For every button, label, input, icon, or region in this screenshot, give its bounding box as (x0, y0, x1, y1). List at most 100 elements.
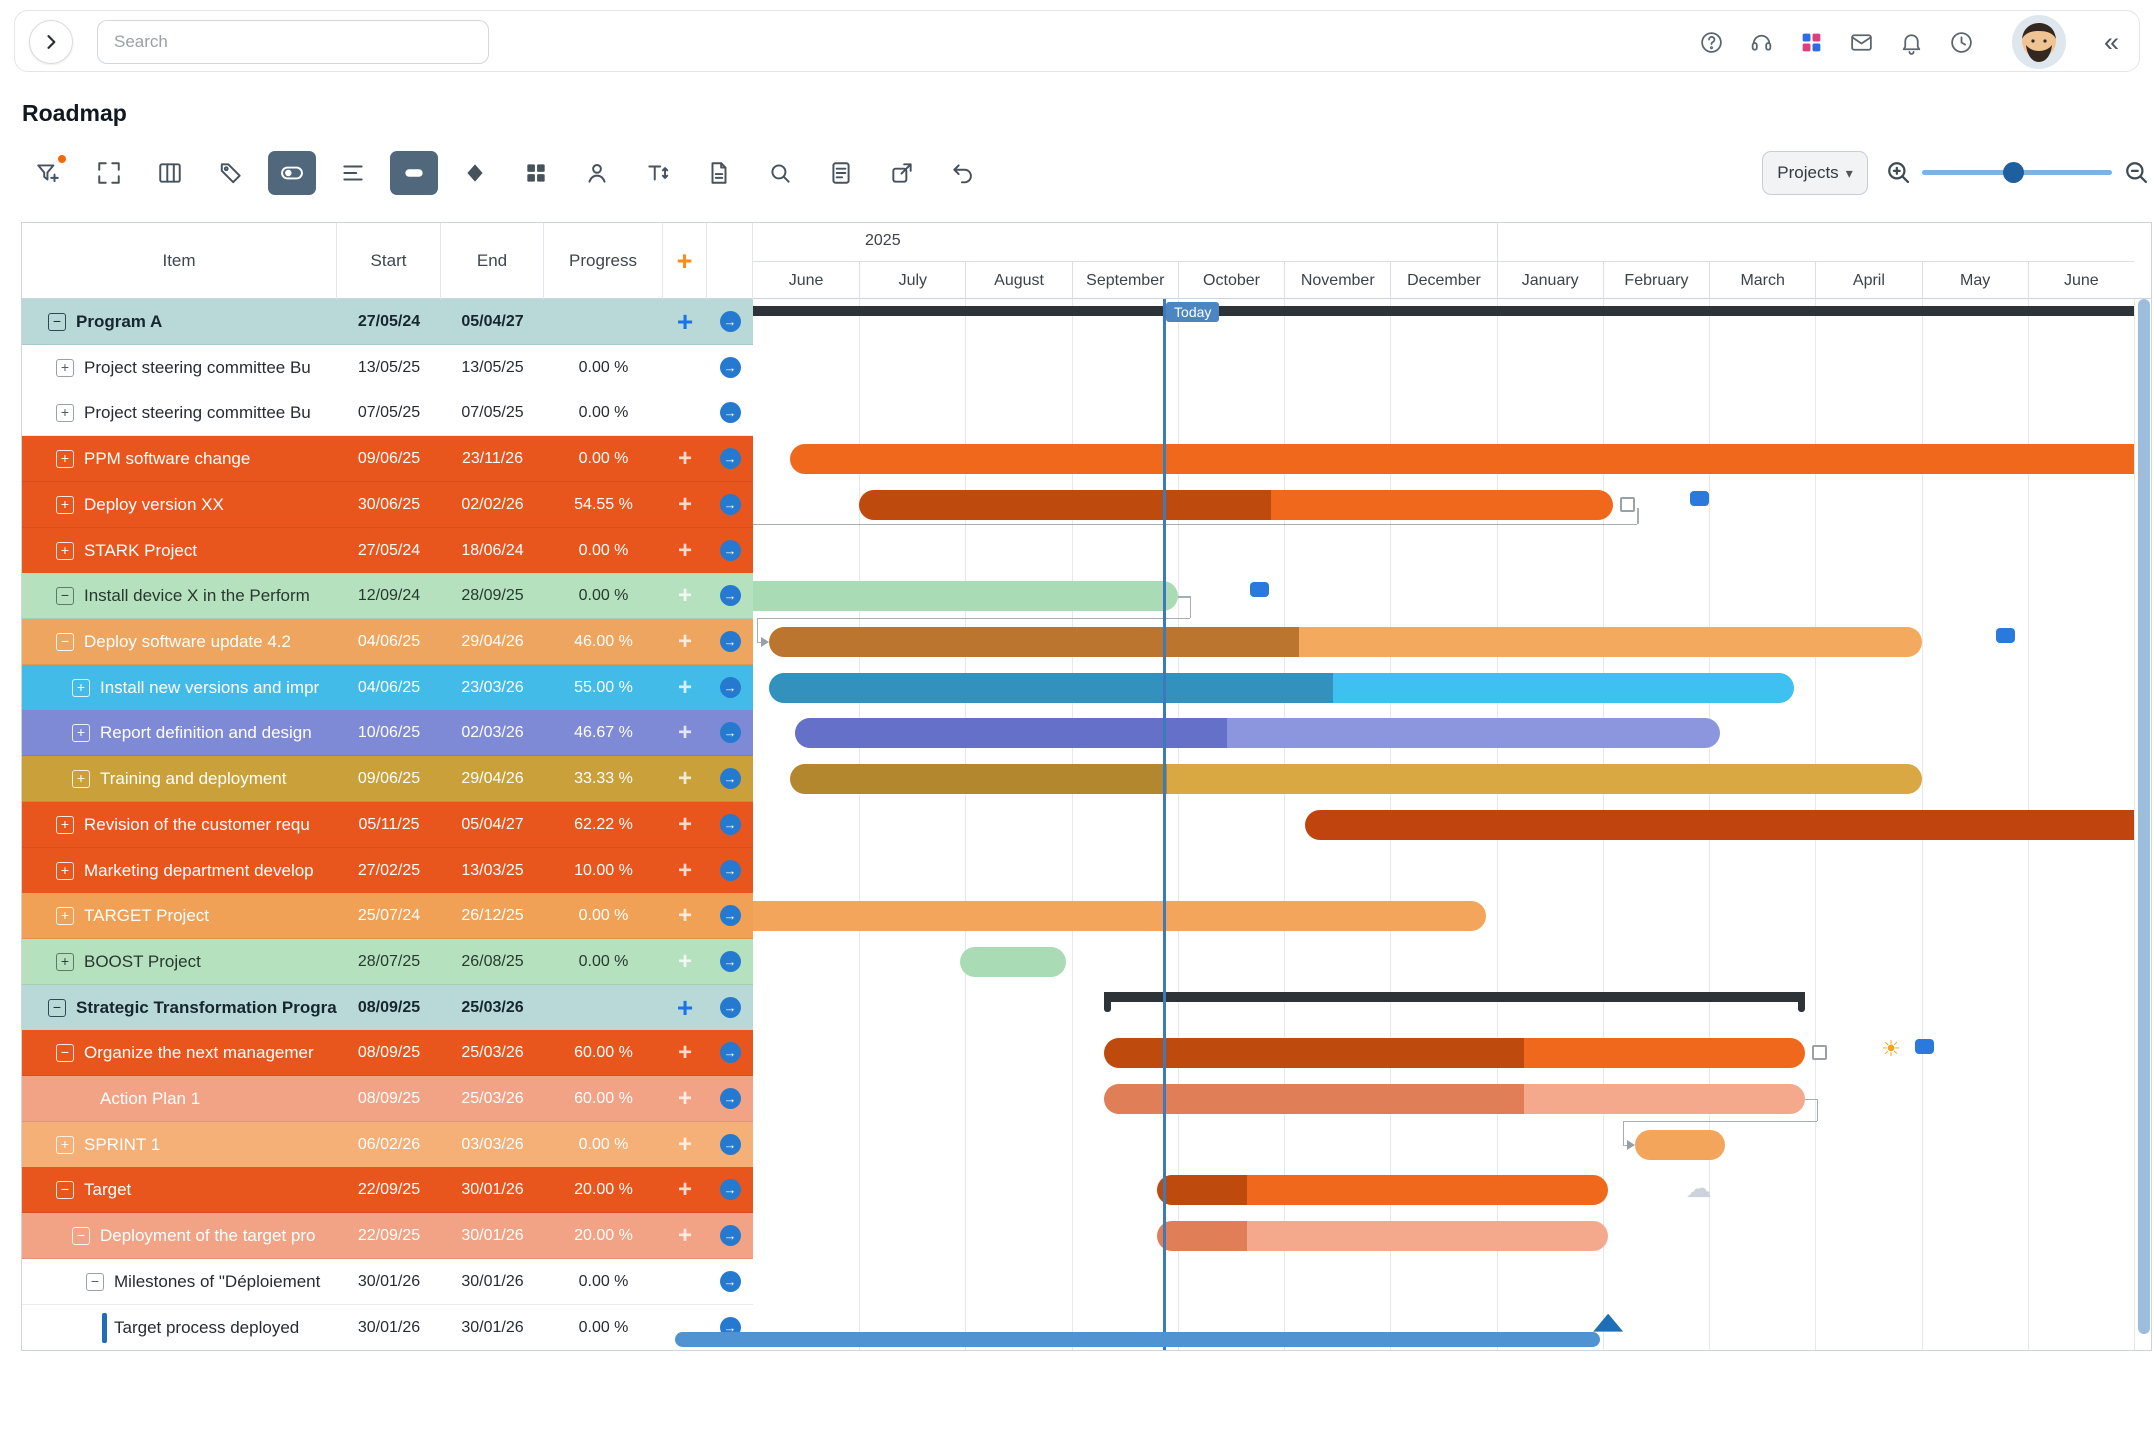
open-item-button[interactable]: → (707, 893, 753, 939)
open-item-button[interactable]: → (707, 802, 753, 848)
open-item-button[interactable]: → (707, 345, 753, 391)
add-child-button[interactable]: + (663, 436, 707, 482)
add-child-button[interactable]: + (663, 985, 707, 1031)
table-row[interactable]: − Install device X in the Perform 12/09/24… (22, 573, 753, 619)
expand-row-icon[interactable]: + (56, 861, 74, 880)
task-bar[interactable] (795, 718, 1720, 748)
add-child-button[interactable]: + (663, 939, 707, 985)
open-item-button[interactable]: → (707, 390, 753, 436)
task-bar[interactable] (1103, 1038, 1805, 1068)
task-bar[interactable] (1156, 1175, 1609, 1205)
table-row[interactable]: + Training and deployment 09/06/25 29/04/26… (22, 756, 753, 802)
expand-row-icon[interactable]: + (56, 495, 74, 514)
add-child-button[interactable]: + (663, 710, 707, 756)
collapse-row-icon[interactable]: − (56, 1043, 74, 1062)
clock-icon[interactable] (1948, 28, 1976, 56)
add-child-button[interactable]: + (663, 299, 707, 345)
open-item-button[interactable]: → (707, 299, 753, 345)
table-row[interactable]: + Revision of the customer requ 05/11/25 05… (22, 802, 753, 848)
table-row[interactable]: Target process deployed 30/01/26 30/01/26 0… (22, 1305, 753, 1350)
table-row[interactable]: + STARK Project 27/05/24 18/06/24 0.00 % + → (22, 528, 753, 574)
zoom-slider-thumb[interactable] (2003, 162, 2025, 183)
collapse-row-icon[interactable]: − (48, 312, 66, 331)
open-item-button[interactable]: → (707, 1030, 753, 1076)
export-pdf-button[interactable] (695, 151, 743, 195)
bar-resize-handle[interactable] (1811, 1045, 1827, 1061)
filter-add-button[interactable] (24, 151, 72, 195)
milestone-marker[interactable] (1593, 1313, 1624, 1332)
task-bar[interactable] (1103, 1084, 1805, 1114)
open-item-button[interactable]: → (707, 665, 753, 711)
table-row[interactable]: + Install new versions and impr 04/06/25 23… (22, 665, 753, 711)
task-bar[interactable] (753, 901, 1486, 931)
projects-dropdown[interactable]: Projects ▾ (1762, 151, 1868, 195)
comment-bubble-icon[interactable] (1689, 490, 1709, 506)
expand-row-icon[interactable]: + (56, 952, 74, 971)
collapse-row-icon[interactable]: − (56, 586, 74, 605)
row-list-button[interactable] (329, 151, 377, 195)
add-child-button[interactable]: + (663, 756, 707, 802)
open-item-button[interactable]: → (707, 482, 753, 528)
task-bar[interactable] (768, 673, 1795, 703)
table-row[interactable]: − Target 22/09/25 30/01/26 20.00 % + → (22, 1167, 753, 1213)
notifications-bell-icon[interactable] (1898, 28, 1926, 56)
column-header-item[interactable]: Item (22, 223, 337, 299)
horizontal-scrollbar-thumb[interactable] (675, 1332, 1600, 1347)
column-header-end[interactable]: End (441, 223, 544, 299)
expand-row-icon[interactable]: + (72, 723, 90, 742)
grid-view-button[interactable] (512, 151, 560, 195)
document-button[interactable] (817, 151, 865, 195)
table-row[interactable]: − Milestones of "Déploiement 30/01/26 30/01… (22, 1259, 753, 1305)
open-item-button[interactable]: → (707, 848, 753, 894)
undo-button[interactable] (939, 151, 987, 195)
collapse-row-icon[interactable]: − (86, 1272, 104, 1291)
expand-row-icon[interactable]: + (72, 678, 90, 697)
mail-icon[interactable] (1848, 28, 1876, 56)
task-bar[interactable] (790, 444, 2134, 474)
baseline-toggle-button[interactable] (268, 151, 316, 195)
task-bar[interactable] (859, 490, 1614, 520)
tags-button[interactable] (207, 151, 255, 195)
open-item-button[interactable]: → (707, 619, 753, 665)
add-child-button[interactable]: + (663, 528, 707, 574)
add-child-button[interactable]: + (663, 573, 707, 619)
table-row[interactable]: − Strategic Transformation Progra 08/09/25… (22, 985, 753, 1031)
table-row[interactable]: + Project steering committee Bu 13/05/25 13… (22, 345, 753, 391)
table-row[interactable]: Action Plan 1 08/09/25 25/03/26 60.00 % + → (22, 1076, 753, 1122)
table-row[interactable]: − Deploy software update 4.2 04/06/25 29/04… (22, 619, 753, 665)
milestones-button[interactable] (451, 151, 499, 195)
task-bar[interactable] (960, 947, 1067, 977)
table-row[interactable]: + SPRINT 1 06/02/26 03/03/26 0.00 % + → (22, 1122, 753, 1168)
zoom-in-icon[interactable] (1884, 158, 1912, 186)
table-row[interactable]: + Marketing department develop 27/02/25 13/… (22, 848, 753, 894)
open-item-button[interactable]: → (707, 985, 753, 1031)
collapse-row-icon[interactable]: − (48, 998, 66, 1017)
open-item-button[interactable]: → (707, 573, 753, 619)
add-child-button[interactable]: + (663, 1122, 707, 1168)
table-row[interactable]: + Deploy version XX 30/06/25 02/02/26 54.55 … (22, 482, 753, 528)
add-child-button[interactable]: + (663, 893, 707, 939)
bar-resize-handle[interactable] (1619, 496, 1635, 512)
help-icon[interactable] (1698, 28, 1726, 56)
comment-bubble-icon[interactable] (1250, 582, 1270, 598)
task-bar[interactable] (753, 581, 1178, 611)
table-row[interactable]: + BOOST Project 28/07/25 26/08/25 0.00 % + → (22, 939, 753, 985)
column-header-start[interactable]: Start (337, 223, 441, 299)
comment-bubble-icon[interactable] (1915, 1039, 1935, 1055)
add-child-button[interactable]: + (663, 1213, 707, 1259)
collapse-panel-icon[interactable]: « (2103, 26, 2119, 57)
collapse-row-icon[interactable]: − (72, 1226, 90, 1245)
open-item-button[interactable]: → (707, 1122, 753, 1168)
search-button[interactable] (756, 151, 804, 195)
columns-button[interactable] (146, 151, 194, 195)
task-bar[interactable] (790, 764, 1922, 794)
add-child-button[interactable]: + (663, 848, 707, 894)
task-bar[interactable] (1305, 810, 2134, 840)
expand-row-icon[interactable]: + (56, 906, 74, 925)
avatar[interactable] (2011, 15, 2066, 69)
table-row[interactable]: + TARGET Project 25/07/24 26/12/25 0.00 % + → (22, 893, 753, 939)
add-child-button[interactable]: + (663, 482, 707, 528)
expand-row-icon[interactable]: + (56, 541, 74, 560)
summary-bar[interactable] (1103, 992, 1805, 1012)
text-size-button[interactable] (634, 151, 682, 195)
